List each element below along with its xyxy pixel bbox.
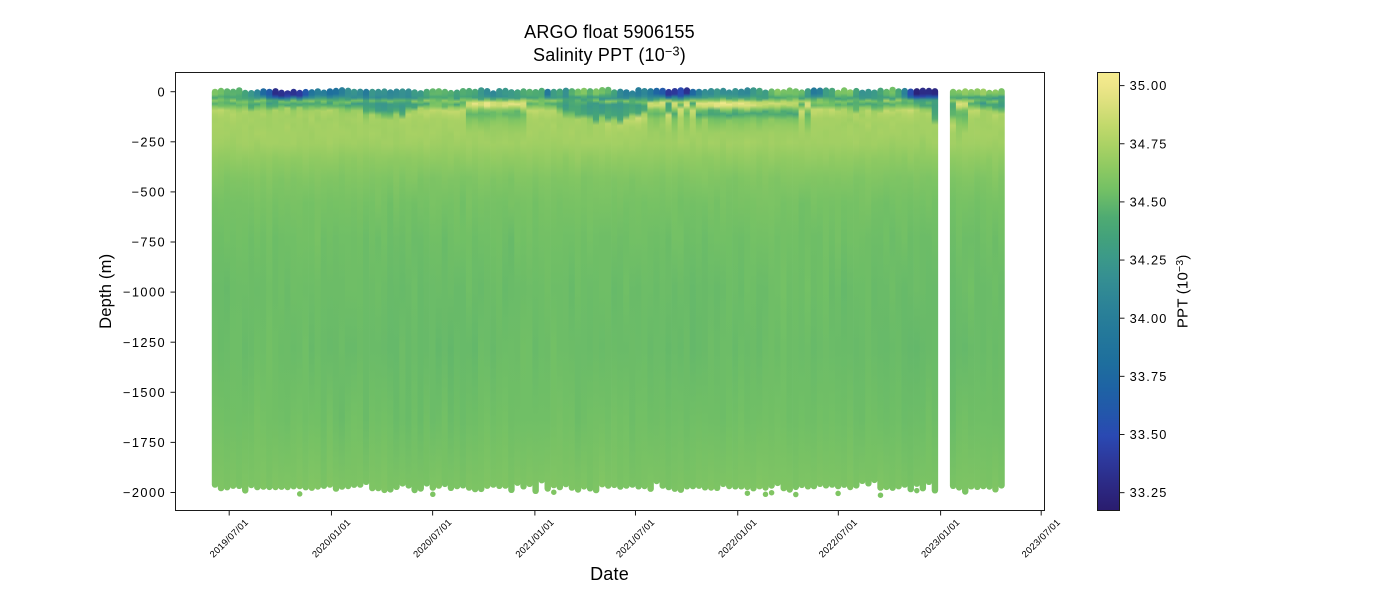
svg-text:Depth (m): Depth (m) (97, 254, 115, 329)
svg-text:−1500: −1500 (123, 385, 166, 400)
svg-text:−1000: −1000 (123, 285, 166, 300)
svg-text:Date: Date (590, 564, 629, 584)
svg-text:33.25: 33.25 (1130, 485, 1168, 500)
svg-text:−1250: −1250 (123, 335, 166, 350)
svg-text:35.00: 35.00 (1130, 78, 1168, 93)
svg-text:ARGO float 5906155: ARGO float 5906155 (524, 22, 695, 42)
svg-text:−500: −500 (132, 185, 166, 200)
svg-text:33.75: 33.75 (1130, 369, 1168, 384)
svg-text:−250: −250 (132, 134, 166, 149)
svg-text:34.25: 34.25 (1130, 253, 1168, 268)
svg-text:34.75: 34.75 (1130, 136, 1168, 151)
svg-text:Salinity PPT (10−3): Salinity PPT (10−3) (533, 44, 686, 65)
svg-text:34.50: 34.50 (1130, 195, 1168, 210)
svg-text:−750: −750 (132, 235, 166, 250)
svg-text:33.50: 33.50 (1130, 427, 1168, 442)
svg-text:−2000: −2000 (123, 485, 166, 500)
svg-text:PPT (10−3): PPT (10−3) (1174, 254, 1192, 328)
svg-text:−1750: −1750 (123, 435, 166, 450)
svg-text:0: 0 (157, 84, 166, 99)
svg-text:34.00: 34.00 (1130, 311, 1168, 326)
